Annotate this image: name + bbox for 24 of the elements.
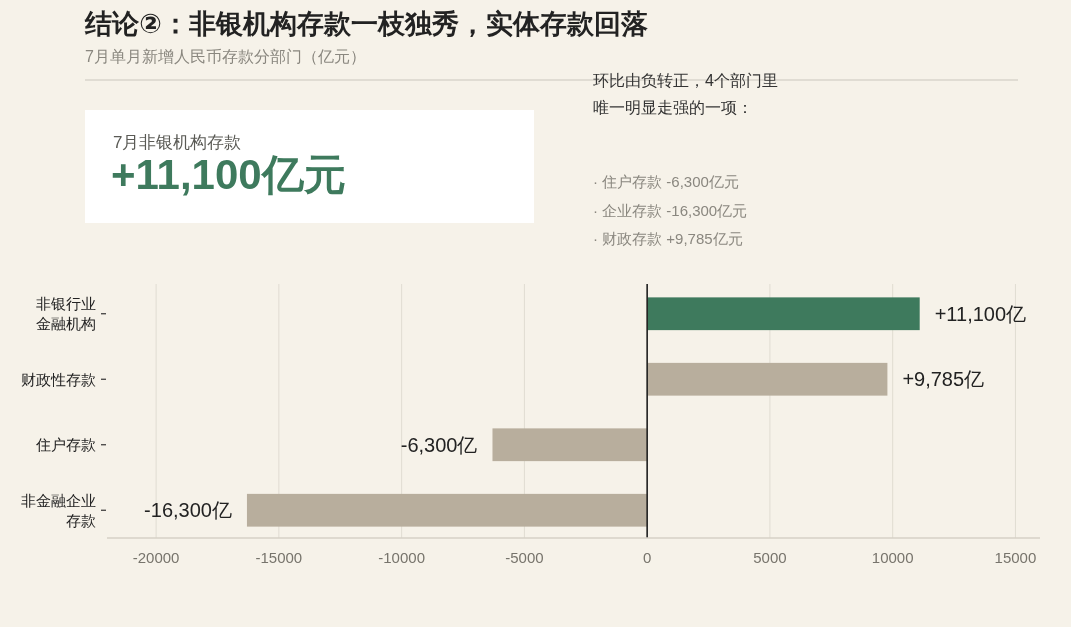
- x-tick: 0: [643, 549, 652, 566]
- category: 非银行业金融机构: [36, 295, 96, 332]
- card-label: 7月非银机构存款: [113, 133, 242, 152]
- x-tick: -5000: [505, 549, 544, 566]
- data-label: +11,100亿: [934, 302, 1027, 325]
- x-tick: 10000: [871, 549, 914, 566]
- x-tick: -20000: [132, 549, 180, 566]
- note-item: · 住户存款 -6,300亿元: [593, 173, 739, 190]
- data-label: -16,300亿: [144, 499, 232, 522]
- category: 非金融企业存款: [21, 491, 96, 529]
- card-value: +11,100亿元: [111, 151, 346, 198]
- data-label: -6,300亿: [400, 433, 478, 456]
- note-item: · 企业存款 -16,300亿元: [593, 201, 748, 219]
- data-label: +9,785亿: [902, 368, 985, 391]
- category: 财政性存款: [21, 370, 96, 388]
- x-tick: -15000: [255, 549, 303, 566]
- title: 结论②：非银机构存款一枝独秀，实体存款回落: [85, 9, 648, 39]
- category: 住户存款: [36, 436, 96, 453]
- x-tick: 15000: [994, 549, 1037, 566]
- note: 环比由负转正，4个部门里唯一明显走强的一项：: [593, 72, 778, 117]
- note-item: · 财政存款 +9,785亿元: [593, 230, 743, 247]
- x-tick: 5000: [753, 549, 787, 566]
- subtitle: 7月单月新增人民币存款分部门（亿元）: [85, 48, 366, 65]
- x-tick: -10000: [378, 549, 425, 566]
